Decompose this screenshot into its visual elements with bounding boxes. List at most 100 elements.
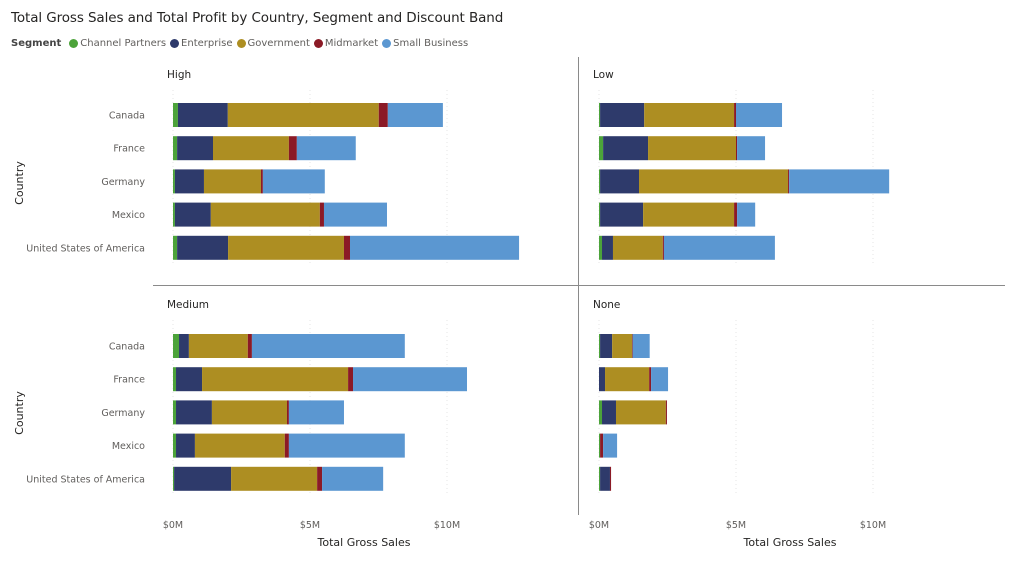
panel-title: Low	[593, 69, 614, 81]
panel-title: None	[593, 299, 620, 311]
bar-segment-channel-partners	[599, 334, 601, 358]
bar-segment-channel-partners	[599, 235, 603, 260]
x-tick-label: $10M	[434, 520, 460, 531]
bar-segment-government	[644, 103, 735, 127]
bar-segment-small-business	[789, 169, 890, 194]
bar-segment-government	[203, 169, 261, 194]
bar-segment-enterprise	[177, 136, 214, 161]
bar-segment-midmarket	[247, 334, 252, 358]
bar-segment-government	[211, 400, 287, 425]
bar-segment-channel-partners	[173, 367, 177, 392]
bar-segment-midmarket	[736, 136, 738, 161]
legend-item-midmarket[interactable]: Midmarket	[313, 38, 379, 49]
bar-segment-government	[194, 433, 285, 458]
x-tick-label: $0M	[589, 520, 609, 531]
category-label: United States of America	[26, 243, 145, 254]
bar-segment-channel-partners	[173, 400, 177, 425]
bar-segment-small-business	[288, 400, 344, 425]
chart-title: Total Gross Sales and Total Profit by Co…	[11, 10, 504, 26]
legend-title: Segment	[11, 38, 62, 49]
legend: Segment Channel Partners Enterprise Gove…	[11, 38, 472, 49]
bar-segment-channel-partners	[599, 433, 601, 458]
legend-label: Channel Partners	[80, 38, 167, 49]
legend-item-small-business[interactable]: Small Business	[382, 38, 468, 49]
bar-segment-small-business	[737, 202, 756, 227]
bar-segment-small-business	[323, 202, 387, 227]
bar-segment-government	[643, 202, 735, 227]
bar-segment-enterprise	[176, 400, 212, 425]
x-axis-title-right: Total Gross Sales	[743, 536, 837, 549]
bar-segment-government	[227, 103, 379, 127]
bar-segment-midmarket	[343, 235, 351, 260]
legend-label: Small Business	[393, 38, 469, 49]
bar-segment-channel-partners	[599, 169, 601, 194]
legend-item-enterprise[interactable]: Enterprise	[170, 38, 233, 49]
legend-item-channel-partners[interactable]: Channel Partners	[69, 38, 166, 49]
bar-segment-enterprise	[177, 103, 228, 127]
bar-segment-small-business	[663, 235, 775, 260]
bar-segment-channel-partners	[599, 400, 603, 425]
bar-segment-small-business	[350, 235, 520, 260]
bar-segment-channel-partners	[173, 334, 180, 358]
bar-segment-midmarket	[348, 367, 354, 392]
bar-segment-midmarket	[378, 103, 388, 127]
bar-segment-government	[231, 466, 318, 491]
bar-segment-channel-partners	[599, 103, 601, 127]
bar-segment-enterprise	[599, 367, 606, 392]
legend-dot-icon	[69, 39, 79, 48]
bar-segment-midmarket	[609, 466, 612, 491]
bar-segment-midmarket	[632, 334, 633, 358]
bar-segment-channel-partners	[173, 202, 175, 227]
bar-segment-midmarket	[734, 103, 736, 127]
category-label: France	[113, 144, 145, 155]
x-tick-label: $10M	[860, 520, 886, 531]
category-label: Mexico	[112, 210, 145, 221]
bar-segment-government	[612, 235, 663, 260]
y-axis-title-bottom: Country	[13, 391, 26, 435]
bar-segment-midmarket	[317, 466, 323, 491]
bar-segment-channel-partners	[173, 235, 178, 260]
bar-segment-channel-partners	[173, 169, 175, 194]
category-label: United States of America	[26, 474, 145, 485]
bar-segment-channel-partners	[173, 103, 178, 127]
bar-segment-government	[188, 334, 248, 358]
bar-segment-channel-partners	[599, 202, 601, 227]
bar-segment-enterprise	[179, 334, 189, 358]
bar-segment-small-business	[387, 103, 443, 127]
legend-dot-icon	[170, 39, 180, 48]
bar-segment-midmarket	[284, 433, 289, 458]
bar-segment-enterprise	[174, 169, 204, 194]
bar-segment-small-business	[651, 367, 669, 392]
category-label: Mexico	[112, 441, 145, 452]
bar-segment-midmarket	[286, 400, 289, 425]
bar-segment-channel-partners	[173, 433, 177, 458]
legend-label: Enterprise	[181, 38, 233, 49]
category-label: Canada	[109, 342, 145, 353]
bar-segment-midmarket	[734, 202, 738, 227]
panel-low: Low	[593, 69, 890, 264]
x-axis-title-left: Total Gross Sales	[317, 536, 411, 549]
legend-label: Government	[247, 38, 310, 49]
panel-title: High	[167, 69, 191, 81]
legend-label: Midmarket	[324, 38, 379, 49]
bar-segment-government	[605, 367, 650, 392]
legend-item-government[interactable]: Government	[236, 38, 310, 49]
x-tick-label: $5M	[726, 520, 746, 531]
bar-segment-channel-partners	[599, 466, 601, 491]
y-axis-title-top: Country	[13, 161, 26, 205]
x-tick-label: $0M	[163, 520, 183, 531]
bar-segment-small-business	[632, 334, 650, 358]
bar-segment-midmarket	[665, 400, 667, 425]
bar-segment-channel-partners	[173, 136, 178, 161]
category-label: Germany	[101, 408, 145, 419]
bar-segment-government	[213, 136, 289, 161]
bar-segment-small-business	[737, 136, 766, 161]
bar-segment-small-business	[322, 466, 384, 491]
bar-segment-small-business	[251, 334, 405, 358]
bar-segment-government	[228, 235, 344, 260]
x-tick-label: $5M	[300, 520, 320, 531]
bar-segment-enterprise	[176, 433, 195, 458]
bar-segment-midmarket	[662, 235, 664, 260]
category-label: France	[113, 375, 145, 386]
